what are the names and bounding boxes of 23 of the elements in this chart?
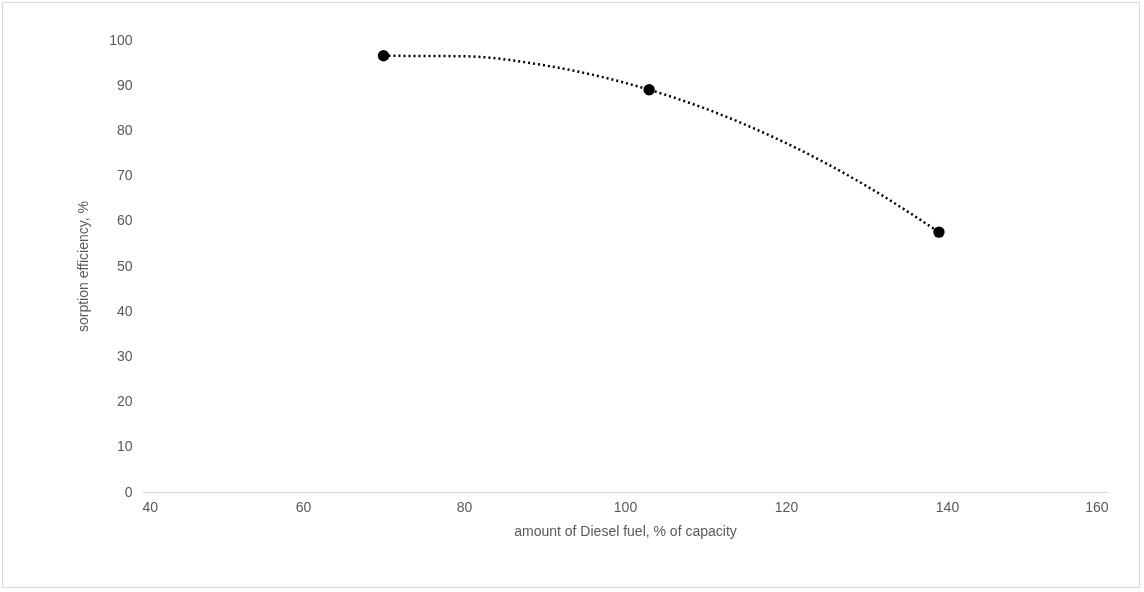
y-tick-label: 70	[116, 167, 133, 184]
y-tick-label: 20	[116, 393, 133, 410]
y-tick-label: 100	[109, 31, 133, 48]
y-tick-label: 80	[116, 121, 133, 138]
point	[933, 226, 945, 238]
y-tick-label: 60	[116, 212, 133, 229]
y-tick-label: 90	[116, 76, 133, 93]
y-tick-label: 40	[116, 302, 133, 319]
y-tick-label: 10	[116, 438, 133, 455]
x-tick-label: 80	[456, 498, 473, 515]
y-tick-label: 30	[116, 347, 133, 364]
x-tick-label: 140	[935, 498, 960, 515]
y-tick-label: 50	[116, 257, 133, 274]
x-tick-label: 160	[1085, 498, 1109, 515]
x-tick-label: 40	[142, 498, 159, 515]
y-tick-label: 0	[124, 483, 133, 500]
x-tick-label: 100	[613, 498, 638, 515]
x-axis-title: amount of Diesel fuel, % of capacity	[514, 522, 737, 539]
y-axis-title: sorption efficiency, %	[75, 201, 92, 332]
x-tick-label: 60	[295, 498, 312, 515]
point	[643, 84, 655, 96]
point	[377, 50, 390, 62]
x-tick-label: 120	[774, 498, 799, 515]
